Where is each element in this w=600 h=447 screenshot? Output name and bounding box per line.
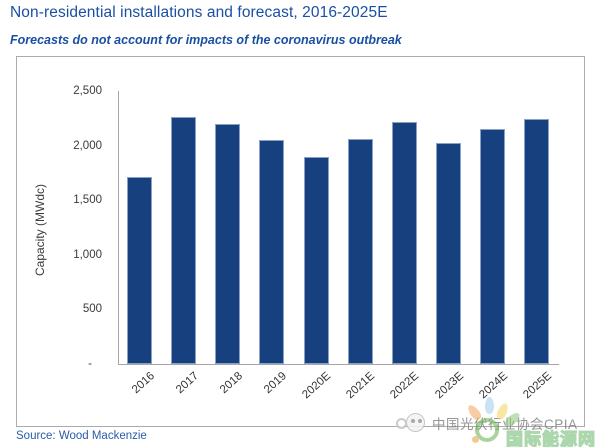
bar-2022E	[391, 121, 417, 364]
watermark-energy-net: 国际能源网	[462, 392, 600, 447]
x-label-2017: 2017	[173, 370, 201, 397]
x-label-2021E: 2021E	[344, 370, 378, 402]
bar-2017	[171, 117, 197, 364]
bar-2024E	[480, 129, 506, 364]
y-axis-line	[118, 91, 119, 364]
bar-2019	[259, 140, 285, 364]
y-axis-title: Capacity (MWdc)	[33, 184, 47, 277]
x-label-2018: 2018	[217, 370, 245, 397]
bar-2025E	[524, 119, 550, 364]
cpia-logo-icon	[396, 412, 430, 432]
x-axis-line	[118, 364, 559, 365]
chart-title: Non-residential installations and foreca…	[10, 4, 388, 21]
flower-swirl-icon	[475, 418, 499, 442]
x-label-2016: 2016	[129, 370, 157, 397]
cpia-watermark-text: 中国光伏行业协会CPIA	[432, 413, 578, 433]
x-label-2022E: 2022E	[388, 370, 422, 402]
bar-2020E	[303, 156, 329, 364]
source-note: Source: Wood Mackenzie	[16, 430, 147, 442]
plot-frame: Capacity (MWdc) 2,500 2,000 1,500 1,000 500 -…	[16, 56, 585, 427]
x-label-2020E: 2020E	[300, 370, 334, 402]
y-tick-label: 1,000	[73, 248, 102, 261]
chart-subtitle: Forecasts do not account for impacts of …	[10, 33, 402, 47]
bar-2018	[215, 123, 241, 364]
bar-2021E	[347, 139, 373, 364]
y-tick-label: 500	[82, 303, 102, 316]
x-label-2019: 2019	[261, 370, 289, 397]
energy-net-watermark-text: 国际能源网	[505, 429, 596, 447]
flower-dot-icon	[472, 436, 479, 443]
y-tick-label: 1,500	[73, 194, 102, 207]
y-tick-label: 2,000	[73, 139, 102, 152]
x-label-2023E: 2023E	[432, 370, 466, 402]
y-tick-label: 2,500	[73, 85, 102, 97]
flower-petal-icon	[485, 397, 494, 414]
y-tick-label: -	[88, 358, 92, 370]
bar-2016	[127, 177, 152, 364]
bar-2023E	[436, 143, 462, 364]
